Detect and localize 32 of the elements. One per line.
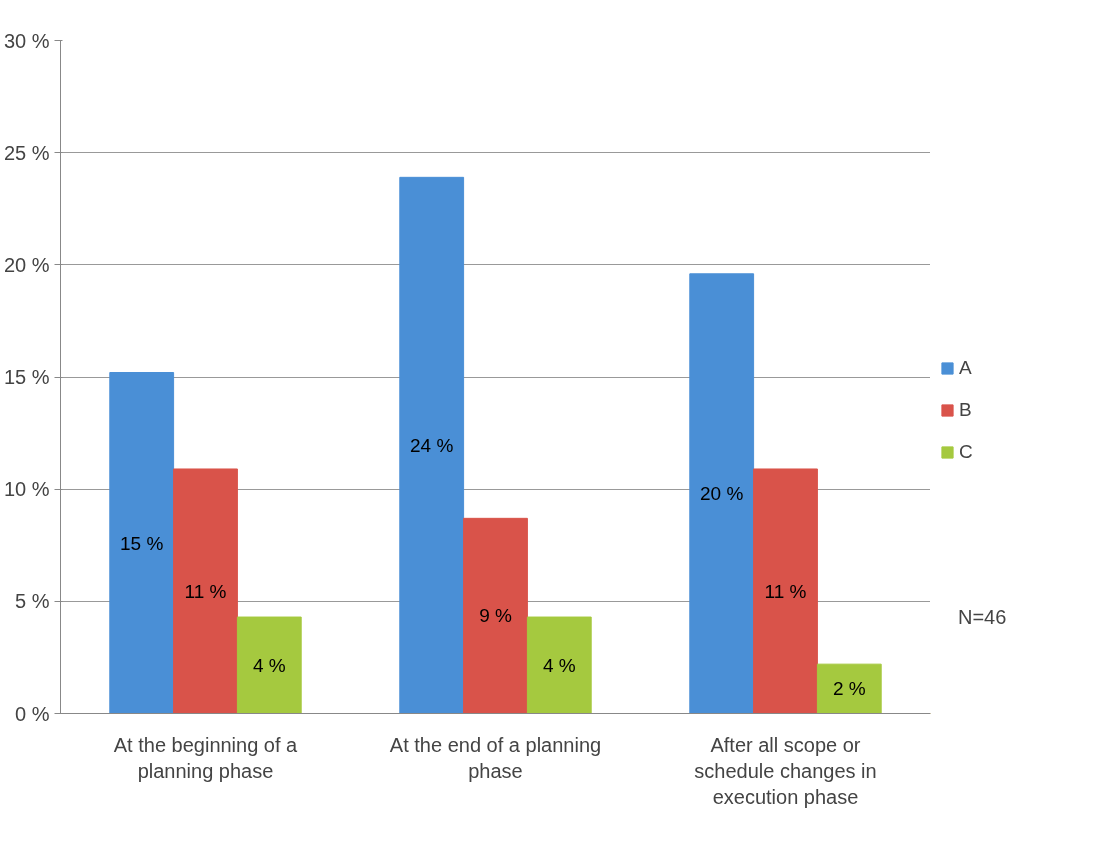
data-label: 2 % [832, 678, 866, 700]
data-label: 11 % [764, 580, 807, 602]
legend-label: A [959, 357, 973, 379]
bar [689, 273, 755, 714]
x-tick-label: At the end of a planning phase [389, 733, 602, 782]
bar [753, 468, 818, 714]
data-label: 4 % [542, 654, 576, 676]
bar [173, 468, 238, 714]
legend-label: B [959, 399, 973, 421]
bar [399, 176, 465, 714]
y-tick-label: 30 % [3, 29, 50, 52]
data-label: 15 % [120, 532, 164, 554]
bar [526, 616, 592, 714]
data-label: 20 % [700, 483, 744, 505]
y-tick-label: 15 % [3, 366, 50, 388]
data-label: 11 % [184, 580, 227, 602]
bar [236, 616, 302, 714]
x-tick-label: After all scope or schedule changes in execution phase [694, 733, 877, 809]
data-label: 4 % [252, 654, 286, 676]
bar [816, 663, 882, 714]
data-label: 9 % [479, 605, 512, 627]
bar [463, 517, 528, 714]
legend-label: C [959, 441, 974, 463]
bar [109, 372, 175, 714]
data-label: 24 % [410, 434, 454, 456]
y-tick-label: 0 % [15, 702, 50, 725]
y-tick-label: 25 % [3, 141, 50, 164]
y-tick-label: 20 % [3, 253, 50, 276]
y-tick-label: 10 % [3, 478, 50, 501]
text: N=46 [958, 606, 1007, 629]
x-tick-label: At the beginning of a planning phase [113, 733, 299, 782]
y-tick-label: 5 % [15, 590, 50, 613]
